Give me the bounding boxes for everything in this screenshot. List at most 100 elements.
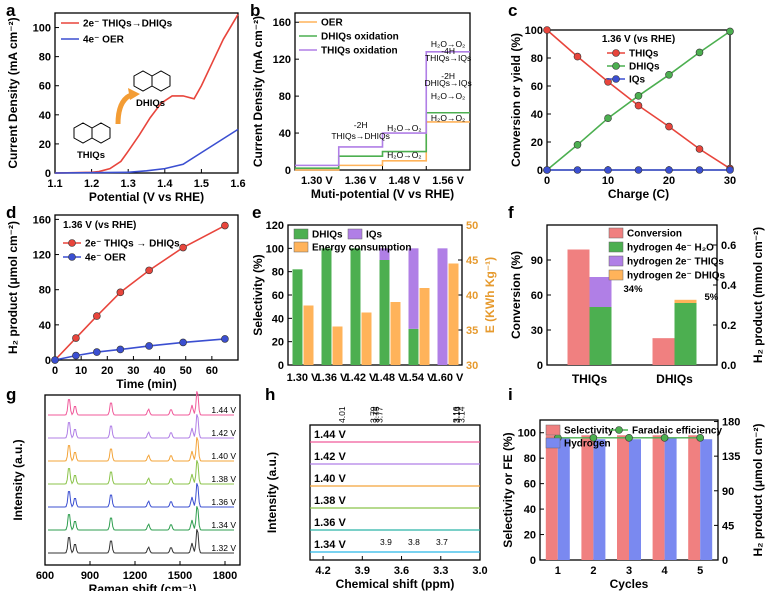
plot-frame xyxy=(309,424,481,561)
x-tick-label: 30 xyxy=(127,365,139,377)
legend-entry: DHIQs xyxy=(312,230,343,241)
y-tick-label: 120 xyxy=(273,54,291,66)
x-tick-label: 1.4 xyxy=(157,178,173,190)
y2-tick-label: 0 xyxy=(722,555,728,567)
legend-swatch xyxy=(293,241,309,253)
legend-entry: hydrogen 4e⁻ H₂O xyxy=(627,243,714,254)
annotation: -2H xyxy=(354,120,368,130)
energy-bar xyxy=(361,312,372,365)
x-axis-label: Chemical shift (ppm) xyxy=(336,577,455,591)
peak-label: 3.77 xyxy=(374,406,384,423)
y-tick-label: 0 xyxy=(530,555,536,567)
x-tick-label: 1 xyxy=(555,565,561,577)
data-point xyxy=(634,101,643,110)
y-tick-label: 20 xyxy=(39,139,51,151)
data-point xyxy=(145,342,153,350)
fe-point xyxy=(625,434,633,442)
data-point xyxy=(695,48,704,57)
y-tick-label: 30 xyxy=(531,325,543,337)
y2-tick-label: 0.4 xyxy=(721,280,737,292)
data-point xyxy=(116,345,125,354)
y2-tick-label: 35 xyxy=(466,325,478,337)
selectivity-bar xyxy=(321,248,332,365)
y-axis-label: Conversion (%) xyxy=(509,251,523,339)
legend-entry: Hydrogen xyxy=(564,439,611,450)
selectivity-bar xyxy=(379,248,390,260)
x-tick-label: 1.1 xyxy=(47,178,62,190)
legend-swatch xyxy=(293,228,309,240)
legend-entry: Energy consumption xyxy=(312,243,411,254)
x-axis-label: Cycles xyxy=(610,577,649,591)
data-point xyxy=(665,71,673,79)
y-tick-label: 80 xyxy=(272,267,284,279)
x-tick-label: 10 xyxy=(75,365,87,377)
x-tick-label: 0 xyxy=(52,365,58,377)
y-axis-label: E (KWh Kg⁻¹) xyxy=(483,257,497,333)
x-axis-label: Raman shift (cm⁻¹) xyxy=(89,582,197,591)
y-tick-label: 120 xyxy=(266,220,284,232)
molecule-label: THIQs xyxy=(77,150,105,161)
data-point xyxy=(665,122,673,131)
y-tick-label: 120 xyxy=(33,250,51,262)
peak-label: 3.14 xyxy=(457,406,467,423)
panel-label: d xyxy=(6,203,16,222)
x-tick-label: 1.36 V xyxy=(345,175,377,187)
hydrogen-bar xyxy=(629,439,641,560)
legend-entry: 2e⁻ THIQs → DHIQs xyxy=(85,239,180,250)
annotation: H₂O→O₂ xyxy=(387,123,421,133)
legend-marker xyxy=(612,49,620,57)
hydrogen-bar xyxy=(589,277,612,307)
data-point xyxy=(51,356,59,364)
series-line xyxy=(54,128,239,174)
molecule-label: DHIQs xyxy=(136,98,165,109)
arrow-head-icon xyxy=(128,88,140,100)
y-axis-label: Selectivity or FE (%) xyxy=(501,432,515,547)
dhiqs-ring-icon xyxy=(151,70,171,92)
data-point xyxy=(179,338,187,347)
panel-label: h xyxy=(265,385,275,404)
hydrogen-bar xyxy=(664,438,677,560)
legend-entry: 2e⁻ THIQs→DHIQs xyxy=(83,19,173,30)
x-tick-label: THIQs xyxy=(572,372,608,386)
spectrum-label: 1.38 V xyxy=(211,474,236,484)
data-point xyxy=(72,334,80,342)
annotation: H₂O→O₂ xyxy=(431,91,465,101)
data-point xyxy=(726,166,734,174)
y2-tick-label: 0.0 xyxy=(721,360,736,372)
inset-tick: 3.8 xyxy=(408,537,420,547)
x-tick-label: 900 xyxy=(81,570,99,582)
y-tick-label: 40 xyxy=(272,313,284,325)
x-tick-label: 1.30 V xyxy=(301,175,333,187)
x-tick-label: 2 xyxy=(590,565,596,577)
y-tick-label: 100 xyxy=(33,23,51,35)
y-tick-label: 0 xyxy=(537,165,543,177)
spectrum-label: 1.40 V xyxy=(211,451,236,461)
x-tick-label: 1.56 V xyxy=(432,175,464,187)
conversion-bar xyxy=(652,338,675,365)
y-tick-label: 60 xyxy=(531,290,543,302)
y2-tick-label: 135 xyxy=(722,451,740,463)
nmr-label: 1.42 V xyxy=(314,451,346,463)
y-tick-label: 20 xyxy=(524,530,536,542)
legend-entry: Selectivity xyxy=(564,426,614,437)
data-point xyxy=(604,114,612,122)
y2-tick-label: 40 xyxy=(466,290,478,302)
panel-a: a 0 20 40 60 80 100 1.1 1.2 1.3 1.4 1.5 1.6 Current D… xyxy=(6,1,246,204)
condition-note: 1.36 V (vs RHE) xyxy=(602,34,675,45)
legend-swatch xyxy=(608,255,624,267)
legend-entry: hydrogen 2e⁻ THIQs xyxy=(627,257,724,268)
panel-label: f xyxy=(508,203,514,222)
data-point xyxy=(634,92,643,100)
spectrum-line xyxy=(48,506,234,531)
x-tick-label: 1.48 V xyxy=(374,372,406,384)
legend-entry: IQs xyxy=(366,230,383,241)
y-tick-label: 100 xyxy=(525,25,543,37)
nmr-label: 1.36 V xyxy=(314,517,346,529)
y-tick-label: 0 xyxy=(278,360,284,372)
series-line xyxy=(295,50,470,167)
x-tick-label: 10 xyxy=(602,175,614,187)
annotation: 5% xyxy=(705,292,719,303)
thiqs-ring-icon xyxy=(91,122,111,144)
x-tick-label: 5 xyxy=(697,565,703,577)
